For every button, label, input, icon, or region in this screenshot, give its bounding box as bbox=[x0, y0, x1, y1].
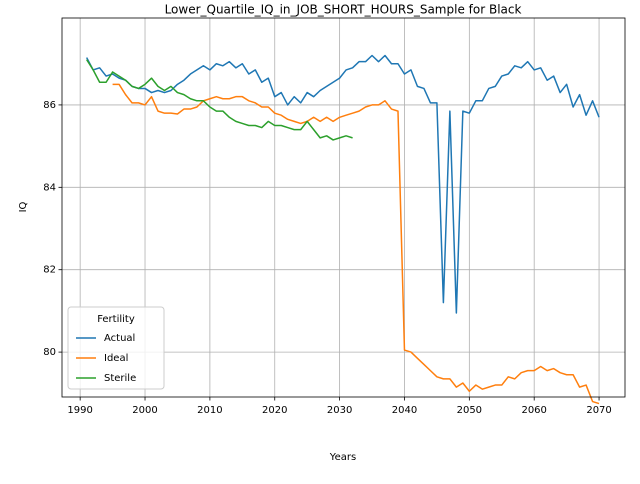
series-line bbox=[85, 54, 600, 314]
x-tick-label: 2050 bbox=[457, 405, 482, 416]
legend: Fertility Actual Ideal Sterile bbox=[67, 306, 165, 390]
x-tick-label: 1990 bbox=[67, 405, 92, 416]
chart-title: Lower_Quartile_IQ_in_JOB_SHORT_HOURS_Sam… bbox=[165, 3, 522, 17]
y-tick-label: 86 bbox=[43, 100, 56, 111]
series-line bbox=[112, 83, 600, 405]
x-tick-label: 2070 bbox=[586, 405, 611, 416]
y-tick-label: 82 bbox=[43, 265, 56, 276]
legend-label: Actual bbox=[104, 333, 135, 344]
x-tick-label: 2060 bbox=[521, 405, 546, 416]
y-axis-label: IQ bbox=[18, 201, 29, 212]
x-tick-label: 2040 bbox=[392, 405, 417, 416]
legend-label: Ideal bbox=[104, 353, 128, 364]
x-tick-label: 2000 bbox=[132, 405, 157, 416]
series-line bbox=[86, 59, 353, 141]
x-tick-label: 2010 bbox=[197, 405, 222, 416]
x-tick-label: 2020 bbox=[262, 405, 287, 416]
legend-box bbox=[67, 306, 165, 390]
y-tick-label: 80 bbox=[43, 347, 56, 358]
legend-title: Fertility bbox=[97, 314, 135, 325]
legend-label: Sterile bbox=[104, 373, 136, 384]
y-tick-label: 84 bbox=[43, 182, 56, 193]
x-tick-label: 2030 bbox=[327, 405, 352, 416]
plot-frame bbox=[61, 17, 626, 398]
x-axis-label: Years bbox=[329, 452, 356, 463]
